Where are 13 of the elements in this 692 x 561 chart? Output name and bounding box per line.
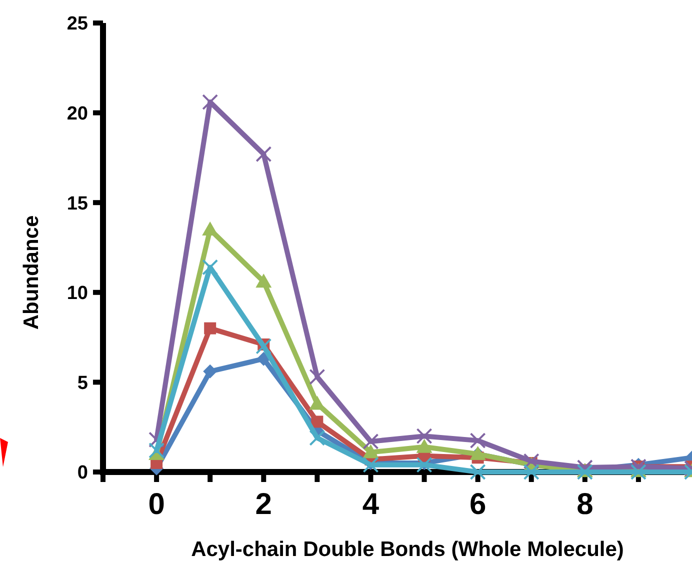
x-tick-label: 0 bbox=[148, 488, 165, 521]
x-axis-title: Acyl-chain Double Bonds (Whole Molecule) bbox=[191, 538, 624, 561]
x-tick-label: 2 bbox=[255, 488, 272, 521]
y-tick-label: 10 bbox=[66, 283, 88, 304]
x-tick-label: 6 bbox=[469, 488, 486, 521]
y-tick-label: 25 bbox=[66, 14, 88, 35]
x-tick-label: 8 bbox=[576, 488, 594, 521]
y-tick-label: 15 bbox=[66, 193, 88, 214]
y-tick-label: 0 bbox=[77, 462, 88, 484]
y-axis-title: Abundance bbox=[20, 215, 43, 330]
x-tick-label: 4 bbox=[362, 488, 380, 521]
y-tick-label: 20 bbox=[66, 103, 88, 124]
y-tick-label: 5 bbox=[77, 372, 88, 394]
